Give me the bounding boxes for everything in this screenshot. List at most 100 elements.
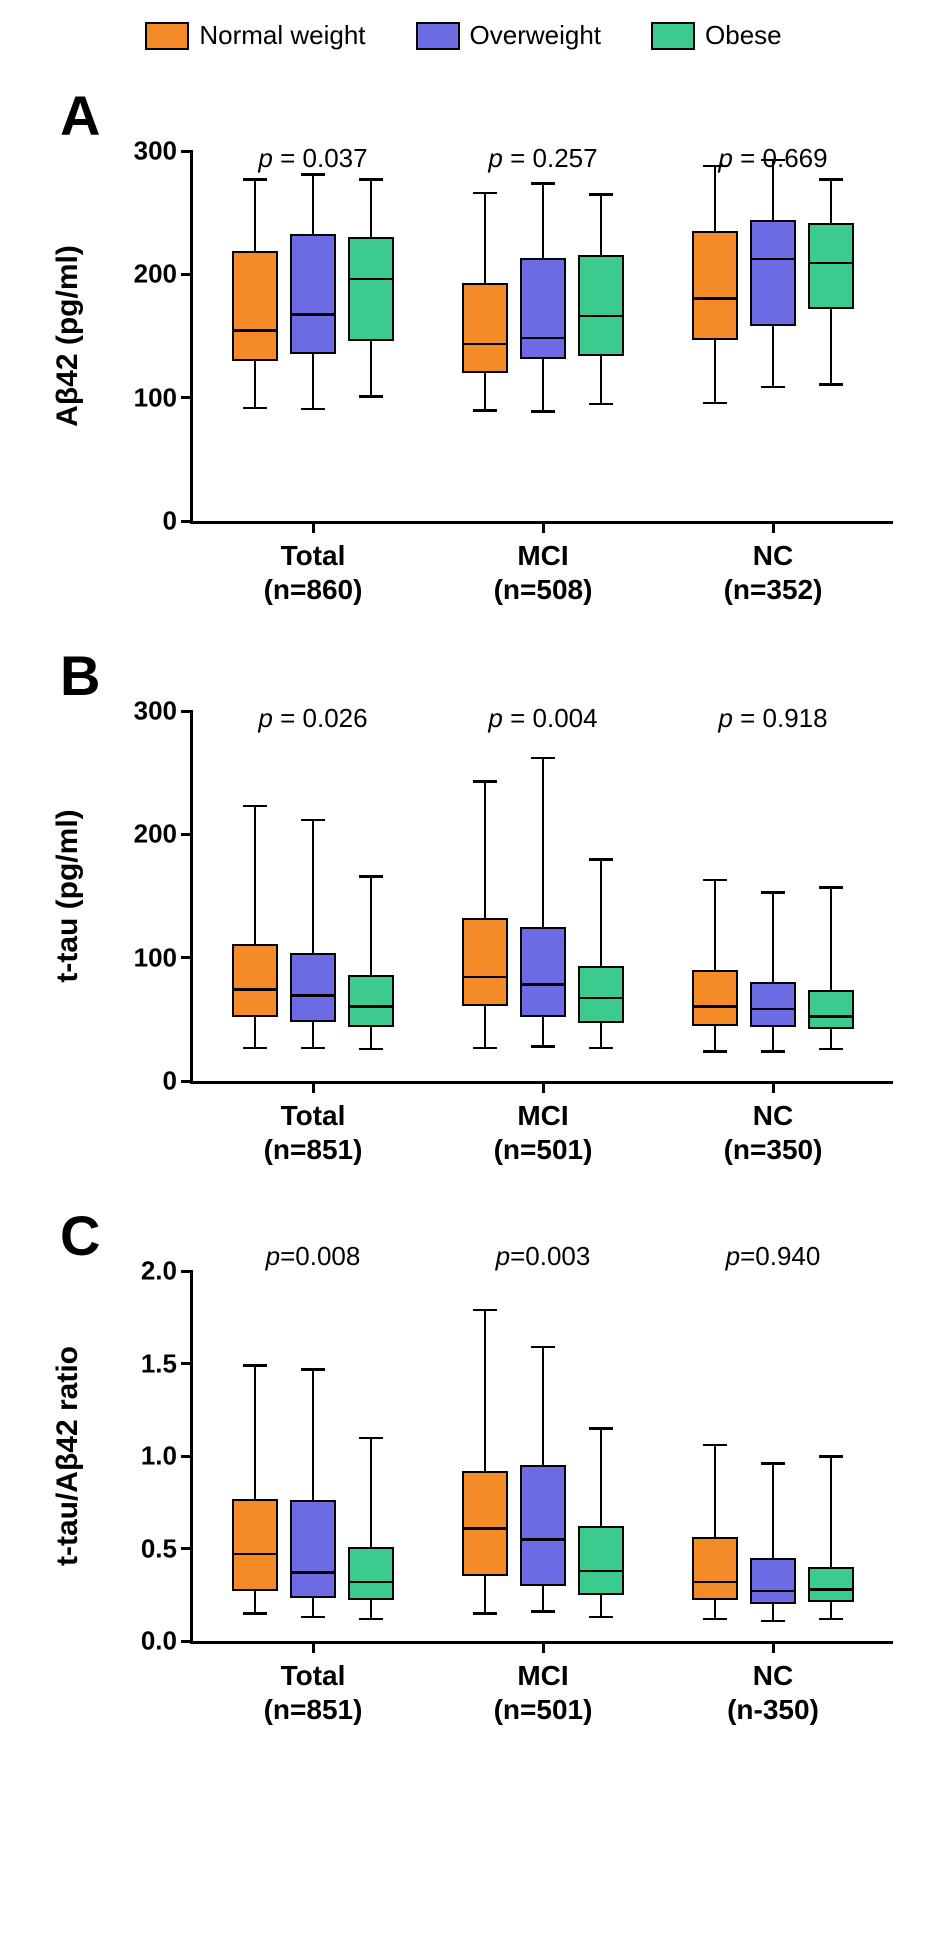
whisker-cap-high [819,1455,843,1458]
plot-frame: 0100200300Total(n=851)p = 0.026MCI(n=501… [190,711,893,1084]
box-median [464,976,506,979]
y-tick-label: 0.0 [141,1626,177,1657]
x-group-label-top: MCI [494,1659,593,1693]
y-axis-label: t-tau/Aβ42 ratio [51,1346,85,1566]
box-body [290,953,336,1022]
x-tick [772,521,775,533]
y-tick [181,833,193,836]
x-group-label-top: MCI [494,539,593,573]
x-tick [542,1641,545,1653]
whisker-cap-high [473,1309,497,1312]
x-tick-label: NC(n=350) [724,1099,823,1166]
p-value-label: p = 0.004 [488,703,597,734]
x-tick [312,1081,315,1093]
box-median [752,1008,794,1011]
y-tick [181,1080,193,1083]
whisker-cap-high [301,1368,325,1371]
y-tick [181,710,193,713]
box-body [692,1537,738,1600]
y-tick-label: 200 [134,259,177,290]
x-group-label-bottom: (n=352) [724,573,823,607]
y-tick-label: 300 [134,136,177,167]
panel-C: Ct-tau/Aβ42 ratio0.00.51.01.52.0Total(n=… [20,1211,907,1771]
legend-swatch [651,22,695,50]
box-median [350,1581,392,1584]
whisker-line [714,880,716,1051]
x-group-label-bottom: (n=508) [494,573,593,607]
y-tick-label: 200 [134,819,177,850]
box-body [808,223,854,309]
whisker-cap-high [243,805,267,808]
y-tick [181,273,193,276]
x-tick [542,521,545,533]
whisker-cap-high [531,757,555,760]
box-median [234,1553,276,1556]
box-body [520,1465,566,1585]
y-tick [181,1640,193,1643]
x-group-label-bottom: (n=851) [264,1693,363,1727]
plot-frame: 0100200300Total(n=860)p = 0.037MCI(n=508… [190,151,893,524]
x-tick [772,1081,775,1093]
legend-label: Overweight [470,20,602,51]
box-median [234,329,276,332]
whisker-cap-high [531,1346,555,1349]
whisker-cap-high [703,879,727,882]
box-body [692,970,738,1026]
p-value-label: p = 0.918 [718,703,827,734]
figure-container: Normal weightOverweightObese AAβ42 (pg/m… [20,20,907,1771]
box-median [580,315,622,318]
box-median [464,1527,506,1530]
x-tick-label: NC(n-350) [727,1659,819,1726]
panel-A: AAβ42 (pg/ml)0100200300Total(n=860)p = 0… [20,91,907,651]
box-body [462,283,508,373]
y-tick-label: 0.5 [141,1533,177,1564]
box-median [464,343,506,346]
y-tick [181,1455,193,1458]
x-tick-label: MCI(n=501) [494,1099,593,1166]
p-value-label: p = 0.257 [488,143,597,174]
whisker-cap-high [761,891,785,894]
box-body [462,918,508,1006]
x-tick [772,1641,775,1653]
y-tick [181,396,193,399]
whisker-line [772,892,774,1051]
whisker-cap-low [761,386,785,389]
whisker-cap-low [703,402,727,405]
x-group-label-bottom: (n=501) [494,1693,593,1727]
panel-label: C [60,1203,100,1268]
y-tick [181,956,193,959]
box-body [348,237,394,341]
whisker-cap-low [473,409,497,412]
whisker-cap-high [589,858,613,861]
whisker-cap-low [301,408,325,411]
box-body [520,258,566,359]
box-median [694,1581,736,1584]
x-group-label-bottom: (n=860) [264,573,363,607]
y-tick-label: 100 [134,382,177,413]
box-median [522,1538,564,1541]
whisker-cap-high [703,1444,727,1447]
x-group-label-top: Total [264,539,363,573]
panel-B: Bt-tau (pg/ml)0100200300Total(n=851)p = … [20,651,907,1211]
box-body [750,1558,796,1604]
box-median [522,983,564,986]
box-body [808,1567,854,1602]
legend-item: Normal weight [145,20,365,51]
whisker-cap-low [703,1050,727,1053]
whisker-cap-high [819,886,843,889]
box-body [578,966,624,1023]
x-group-label-top: MCI [494,1099,593,1133]
y-tick-label: 0 [163,506,177,537]
legend-item: Overweight [416,20,602,51]
box-median [694,1005,736,1008]
y-tick-label: 2.0 [141,1256,177,1287]
x-group-label-bottom: (n=501) [494,1133,593,1167]
legend-label: Normal weight [199,20,365,51]
plot-frame: 0.00.51.01.52.0Total(n=851)p=0.008MCI(n=… [190,1271,893,1644]
whisker-cap-low [819,1048,843,1051]
box-body [578,255,624,356]
whisker-cap-low [761,1050,785,1053]
box-body [750,982,796,1026]
box-body [578,1526,624,1594]
box-median [522,337,564,340]
